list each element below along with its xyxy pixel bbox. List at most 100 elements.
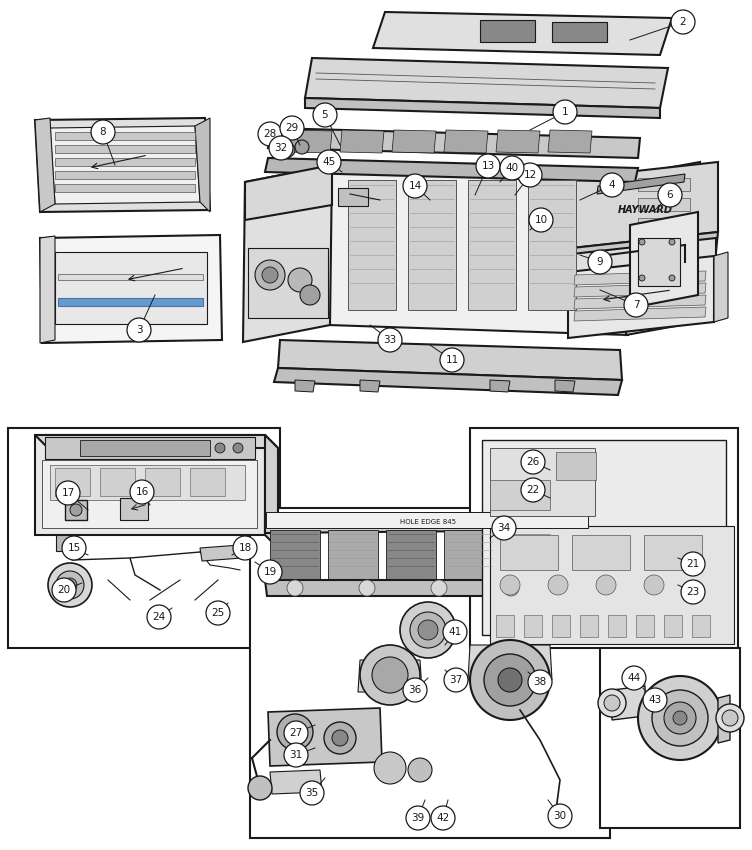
Bar bbox=[638, 198, 690, 211]
Circle shape bbox=[206, 601, 230, 625]
Circle shape bbox=[255, 260, 285, 290]
Bar bbox=[55, 252, 207, 324]
Circle shape bbox=[503, 580, 519, 596]
Circle shape bbox=[624, 293, 648, 317]
Polygon shape bbox=[574, 295, 706, 309]
Polygon shape bbox=[295, 380, 315, 392]
Polygon shape bbox=[268, 128, 640, 158]
Text: 45: 45 bbox=[323, 157, 335, 167]
Polygon shape bbox=[265, 435, 278, 548]
Bar bbox=[636, 615, 654, 637]
Text: 15: 15 bbox=[68, 543, 80, 553]
Polygon shape bbox=[200, 545, 242, 561]
Bar bbox=[490, 526, 734, 644]
Text: 43: 43 bbox=[648, 695, 662, 705]
Bar bbox=[8, 428, 280, 648]
Circle shape bbox=[431, 806, 455, 830]
Bar bbox=[552, 22, 607, 42]
Bar bbox=[266, 512, 588, 528]
Circle shape bbox=[233, 536, 257, 560]
Polygon shape bbox=[328, 165, 630, 335]
Circle shape bbox=[215, 443, 225, 453]
Polygon shape bbox=[392, 130, 436, 153]
Circle shape bbox=[62, 536, 86, 560]
Circle shape bbox=[403, 174, 427, 198]
Circle shape bbox=[258, 560, 282, 584]
Bar bbox=[250, 508, 610, 838]
Bar bbox=[248, 248, 328, 318]
Circle shape bbox=[332, 730, 348, 746]
Bar bbox=[56, 535, 76, 551]
Circle shape bbox=[528, 670, 552, 694]
Bar bbox=[572, 535, 630, 570]
Polygon shape bbox=[265, 580, 592, 596]
Circle shape bbox=[658, 183, 682, 207]
Text: 3: 3 bbox=[135, 325, 142, 335]
Polygon shape bbox=[612, 686, 645, 720]
Polygon shape bbox=[570, 232, 718, 268]
Circle shape bbox=[639, 275, 645, 281]
Circle shape bbox=[233, 443, 243, 453]
Circle shape bbox=[548, 804, 572, 828]
Text: 19: 19 bbox=[263, 567, 277, 577]
Polygon shape bbox=[35, 435, 278, 448]
Polygon shape bbox=[245, 165, 332, 220]
Polygon shape bbox=[270, 770, 322, 794]
Circle shape bbox=[588, 250, 612, 274]
Polygon shape bbox=[40, 236, 55, 343]
Circle shape bbox=[652, 690, 708, 746]
Polygon shape bbox=[268, 708, 382, 766]
Text: 33: 33 bbox=[384, 335, 396, 345]
Bar bbox=[55, 158, 195, 166]
Text: 27: 27 bbox=[290, 728, 302, 738]
Circle shape bbox=[262, 267, 278, 283]
Bar bbox=[58, 298, 203, 306]
Polygon shape bbox=[35, 435, 265, 535]
Circle shape bbox=[300, 285, 320, 305]
Text: HAYWARD: HAYWARD bbox=[617, 205, 672, 215]
Circle shape bbox=[130, 480, 154, 504]
Bar bbox=[190, 468, 225, 496]
Circle shape bbox=[56, 571, 84, 599]
Bar bbox=[480, 20, 535, 42]
Circle shape bbox=[324, 722, 356, 754]
Bar bbox=[638, 238, 680, 286]
Circle shape bbox=[669, 239, 675, 245]
Bar bbox=[490, 448, 595, 516]
Circle shape bbox=[484, 654, 536, 706]
Circle shape bbox=[277, 714, 313, 750]
Text: 11: 11 bbox=[445, 355, 459, 365]
Bar bbox=[145, 468, 180, 496]
Polygon shape bbox=[568, 256, 714, 338]
Text: 7: 7 bbox=[632, 300, 639, 310]
Circle shape bbox=[313, 103, 337, 127]
Circle shape bbox=[553, 100, 577, 124]
Circle shape bbox=[378, 328, 402, 352]
Circle shape bbox=[410, 612, 446, 648]
Polygon shape bbox=[490, 380, 510, 392]
Text: 44: 44 bbox=[627, 673, 641, 683]
Polygon shape bbox=[468, 180, 516, 310]
Circle shape bbox=[317, 150, 341, 174]
Polygon shape bbox=[305, 98, 660, 118]
Bar bbox=[524, 615, 542, 637]
Bar bbox=[80, 440, 210, 456]
Polygon shape bbox=[265, 512, 590, 533]
Polygon shape bbox=[502, 530, 552, 580]
Bar bbox=[664, 615, 682, 637]
Circle shape bbox=[644, 575, 664, 595]
Circle shape bbox=[408, 758, 432, 782]
Bar bbox=[55, 145, 195, 153]
Text: 24: 24 bbox=[153, 612, 165, 622]
Text: 31: 31 bbox=[290, 750, 302, 760]
Text: HOLE EDGE 845: HOLE EDGE 845 bbox=[400, 519, 456, 525]
Circle shape bbox=[431, 580, 447, 596]
Text: 40: 40 bbox=[505, 163, 519, 173]
Polygon shape bbox=[386, 530, 436, 580]
Bar bbox=[552, 615, 570, 637]
Polygon shape bbox=[555, 380, 575, 392]
Polygon shape bbox=[50, 126, 200, 204]
Circle shape bbox=[374, 752, 406, 784]
Polygon shape bbox=[243, 165, 332, 342]
Circle shape bbox=[498, 668, 522, 692]
